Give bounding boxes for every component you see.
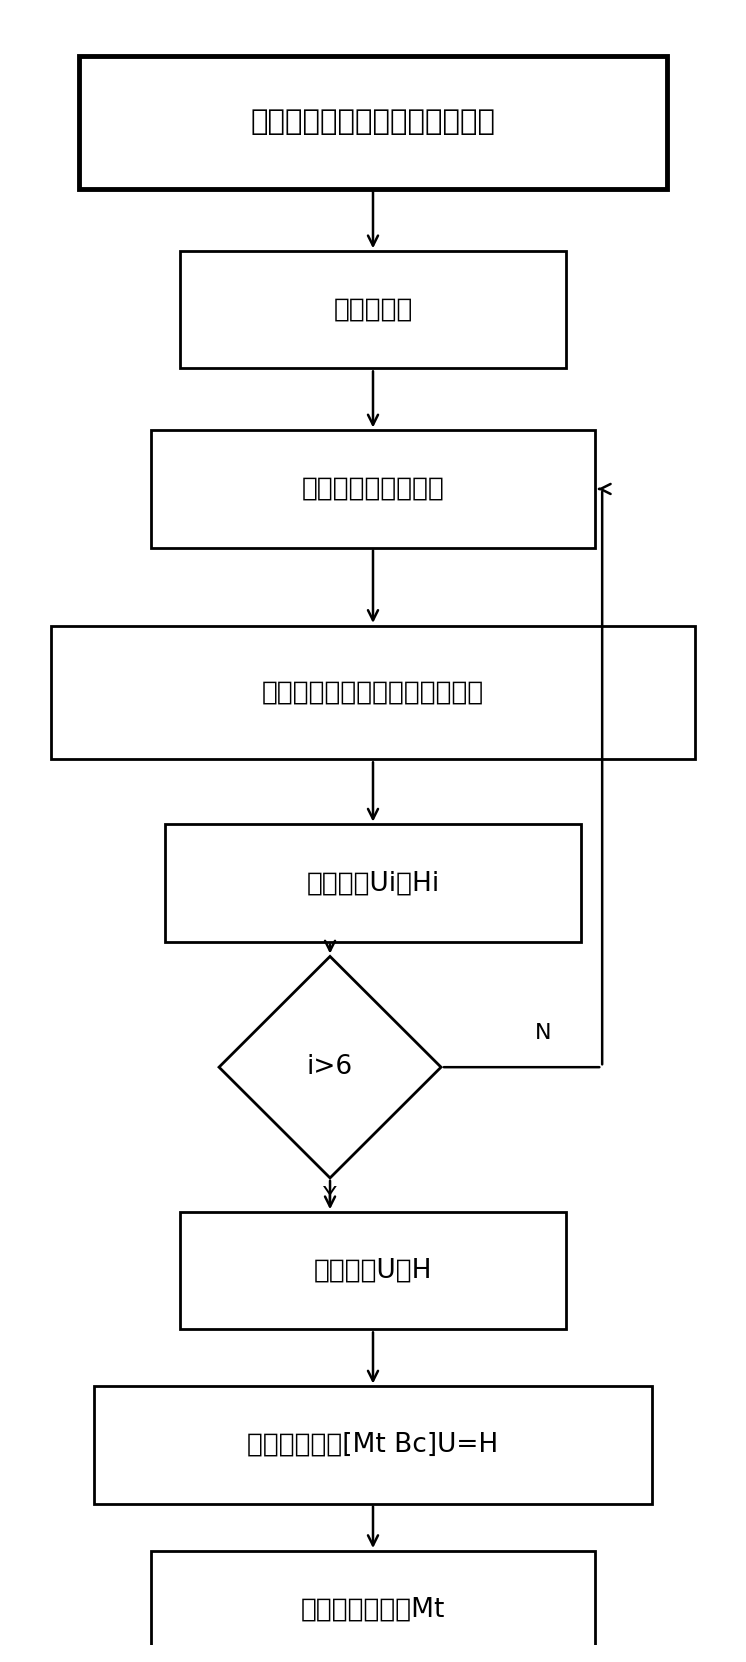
Polygon shape [219, 956, 441, 1178]
FancyBboxPatch shape [180, 251, 566, 369]
Text: 解线性方程组[Mt Bc]U=H: 解线性方程组[Mt Bc]U=H [248, 1433, 498, 1458]
FancyBboxPatch shape [151, 1551, 595, 1662]
FancyBboxPatch shape [166, 824, 580, 942]
Text: Y: Y [323, 1187, 337, 1207]
FancyBboxPatch shape [79, 57, 667, 189]
FancyBboxPatch shape [151, 430, 595, 547]
FancyBboxPatch shape [51, 627, 695, 760]
Text: 各自由度分别激励保存实验数据: 各自由度分别激励保存实验数据 [251, 108, 495, 136]
Text: 生成矩阵U，H: 生成矩阵U，H [314, 1258, 432, 1283]
Text: 提取惯性参数阵Mt: 提取惯性参数阵Mt [301, 1597, 445, 1622]
Text: N: N [535, 1022, 551, 1042]
Text: 数据预处理: 数据预处理 [333, 297, 413, 322]
Text: 生成傅里叶级数序列: 生成傅里叶级数序列 [301, 475, 445, 502]
Text: 生成矩阵Ui，Hi: 生成矩阵Ui，Hi [307, 871, 439, 896]
FancyBboxPatch shape [180, 1212, 566, 1330]
Text: i>6: i>6 [307, 1054, 353, 1080]
FancyBboxPatch shape [94, 1386, 652, 1504]
Text: 最小二乘辨识傅里叶级数各系数: 最小二乘辨识傅里叶级数各系数 [262, 680, 484, 706]
